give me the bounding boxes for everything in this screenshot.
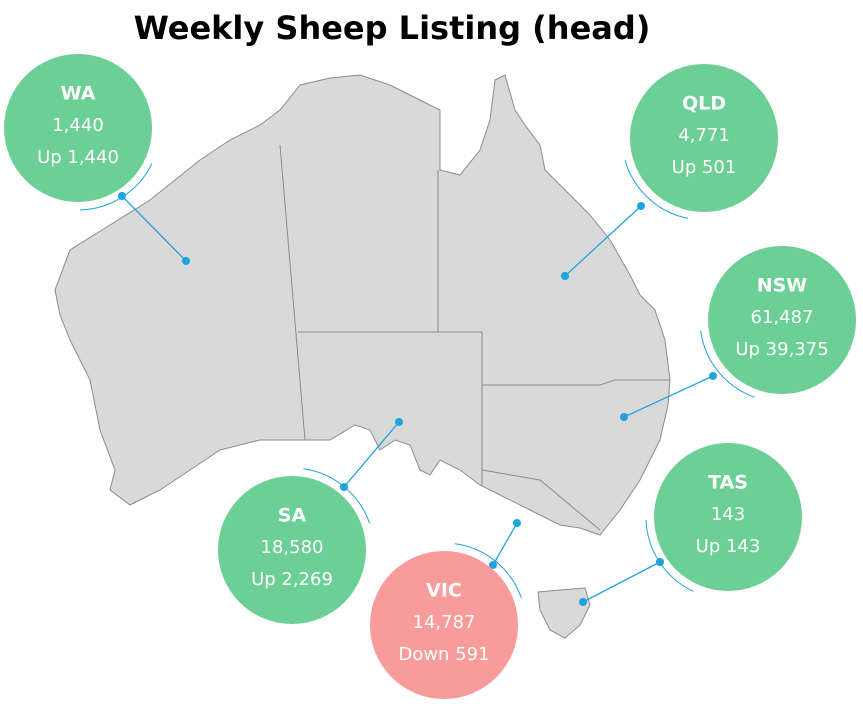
region-value: 18,580 [261, 537, 324, 558]
leader-dot [395, 418, 403, 426]
region-callout: NSW 61,487 Up 39,375 [620, 246, 856, 421]
region-circle [218, 476, 366, 624]
region-name: SA [278, 505, 307, 527]
leader-dot [620, 413, 628, 421]
regions: WA 1,440 Up 1,440 QLD 4,771 Up 501 NSW 61,487 Up… [4, 54, 856, 699]
leader-line [343, 421, 400, 488]
state-borders [279, 144, 670, 531]
tasmania [537, 587, 591, 639]
region-value: 14,787 [413, 612, 476, 633]
callout-arc [624, 160, 689, 219]
region-change: Up 143 [696, 536, 761, 557]
leader-dot [709, 372, 717, 380]
region-change: Up 39,375 [735, 339, 828, 360]
leader-dot [182, 257, 190, 265]
region-callout: SA 18,580 Up 2,269 [218, 418, 403, 624]
region-callout: WA 1,440 Up 1,440 [4, 54, 190, 265]
region-callout: VIC 14,787 Down 591 [370, 519, 522, 699]
region-circle [708, 246, 856, 394]
leader-dot [513, 519, 521, 527]
region-circle [654, 443, 802, 591]
callout-arc [454, 543, 522, 599]
leader-dot [118, 192, 126, 200]
region-value: 143 [711, 504, 745, 525]
region-circle [4, 54, 152, 202]
region-name: NSW [757, 275, 808, 297]
border [482, 379, 670, 386]
leader-line [492, 522, 518, 566]
region-value: 1,440 [52, 115, 104, 136]
region-name: QLD [682, 93, 726, 115]
region-callout: QLD 4,771 Up 501 [561, 64, 778, 280]
region-name: WA [61, 83, 96, 105]
leader-dot [637, 202, 645, 210]
region-name: VIC [426, 580, 462, 602]
region-circle [630, 64, 778, 212]
mainland [54, 74, 671, 536]
leader-line [582, 561, 661, 603]
region-circle [370, 551, 518, 699]
leader-line [623, 375, 714, 418]
region-value: 61,487 [751, 307, 814, 328]
callout-arc [700, 330, 755, 398]
region-change: Up 501 [672, 157, 737, 178]
australia [54, 74, 671, 639]
border [481, 469, 601, 531]
region-name: TAS [708, 472, 748, 494]
region-value: 4,771 [678, 125, 730, 146]
leader-dot [340, 483, 348, 491]
region-change: Up 1,440 [37, 147, 119, 168]
leader-dot [489, 561, 497, 569]
leader-line [564, 205, 642, 277]
region-callout: TAS 143 Up 143 [579, 443, 802, 606]
region-change: Up 2,269 [251, 569, 333, 590]
title: Weekly Sheep Listing (head) [134, 9, 651, 47]
border [279, 144, 306, 441]
leader-line [121, 195, 187, 262]
leader-dot [561, 272, 569, 280]
leader-dot [656, 558, 664, 566]
region-change: Down 591 [398, 644, 489, 665]
leader-dot [579, 598, 587, 606]
